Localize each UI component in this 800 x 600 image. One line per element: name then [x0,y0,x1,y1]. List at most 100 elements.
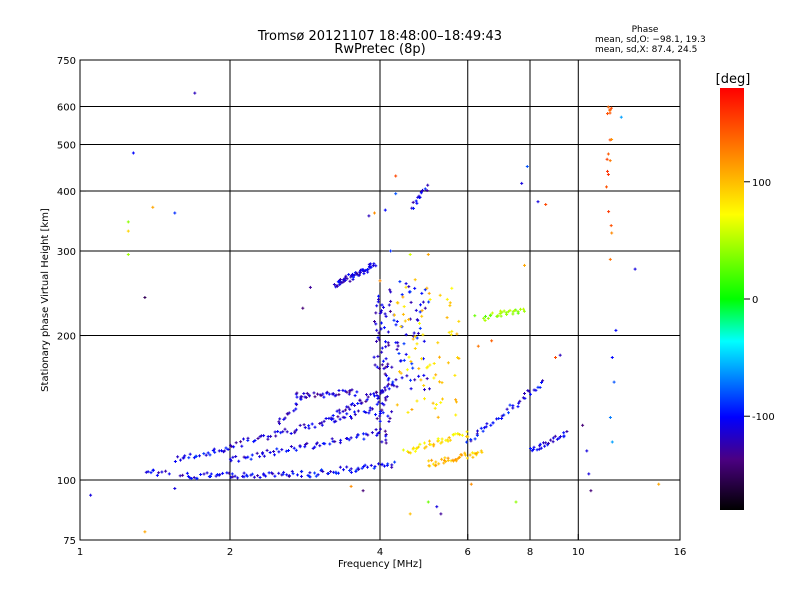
data-point [457,455,461,459]
data-point [513,308,517,312]
data-point [526,389,530,393]
data-point [419,303,422,307]
data-point [349,467,353,471]
data-point [384,340,387,344]
data-point [421,188,424,192]
data-point [516,405,520,409]
data-point [390,410,394,414]
data-point [202,452,206,456]
data-point [259,434,263,438]
data-point [377,367,381,370]
data-point [434,460,438,464]
data-point [289,445,293,448]
chart-subtitle: RwPretec (8p) [334,42,425,57]
data-point [343,416,347,420]
data-point [294,392,298,396]
data-point [339,438,343,442]
data-point [349,403,353,407]
data-point [449,333,453,337]
data-point [298,445,302,449]
data-point [342,468,345,472]
data-point [465,456,469,460]
data-point [333,394,337,398]
data-point [394,192,398,196]
data-point [390,382,394,386]
data-point [437,462,441,466]
data-point [386,462,390,466]
data-point [609,106,613,110]
data-point [475,433,479,437]
data-point [378,410,382,413]
data-point [289,432,293,435]
data-point [353,413,357,417]
data-point [325,390,329,394]
data-point [152,468,155,472]
data-point [320,423,324,427]
data-point [276,430,280,433]
data-point [143,530,147,534]
data-point [362,410,366,414]
data-point [410,206,414,210]
data-point [252,475,256,479]
data-point [508,308,512,312]
data-point [418,326,422,330]
data-point [365,398,369,402]
data-point [350,273,354,277]
data-point [472,451,476,455]
data-point [349,436,353,440]
data-point [332,392,335,396]
data-point [341,278,345,282]
data-point [187,456,191,460]
data-point [375,390,379,394]
data-point [428,363,432,367]
data-point [329,470,333,474]
data-point [308,471,312,475]
data-point [608,109,612,113]
data-point [384,374,388,378]
data-point [542,441,545,445]
data-point [415,201,419,205]
data-point [416,331,420,335]
data-point [401,448,405,452]
data-point [264,474,268,478]
data-point [353,404,357,407]
data-point [380,321,383,325]
data-point [607,210,611,214]
data-point [189,477,193,480]
data-point [337,393,341,397]
data-point [450,286,454,290]
data-point [358,399,362,403]
data-point [377,338,381,342]
data-point [427,300,431,304]
data-point [407,355,411,359]
data-point [544,203,548,206]
data-point [321,392,325,396]
data-point [562,431,566,435]
data-point [538,444,542,448]
data-point [151,205,155,209]
data-point [378,412,382,415]
data-point [334,285,338,289]
data-point [375,433,379,437]
data-point [286,412,290,416]
data-point [388,288,392,292]
data-point [250,472,254,476]
data-point [377,395,381,399]
data-point [204,453,208,457]
data-point [344,274,348,278]
data-point [348,469,352,472]
data-point [245,473,249,477]
data-point [480,450,484,454]
data-point [389,290,393,294]
data-point [554,356,557,359]
data-point [89,493,93,497]
data-point [312,391,316,395]
data-point [303,445,307,449]
data-point [383,386,387,390]
data-point [610,231,614,235]
data-point [375,417,379,421]
data-point [383,429,387,433]
data-point [521,396,525,400]
data-point [605,185,608,189]
data-point [351,275,355,279]
